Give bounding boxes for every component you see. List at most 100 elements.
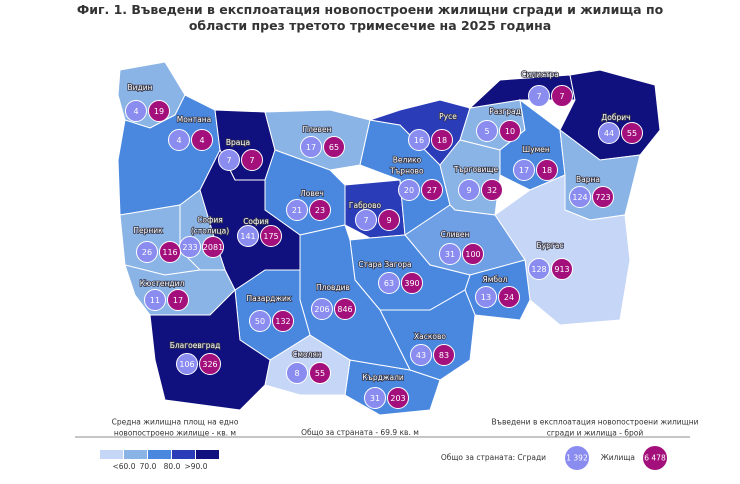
- value-circle: [433, 344, 455, 366]
- value-circle: [309, 362, 331, 384]
- value-circle: [199, 353, 221, 375]
- value-label: 132: [275, 317, 290, 326]
- region-name: Видин: [128, 83, 153, 92]
- value-circle: [398, 179, 420, 201]
- value-circle: [260, 225, 282, 247]
- value-circle: [191, 129, 213, 151]
- value-circle: [378, 209, 400, 231]
- value-label: 206: [314, 305, 329, 314]
- value-circle: [286, 362, 308, 384]
- region-name: Силистра: [521, 70, 559, 79]
- value-label: 4: [199, 136, 204, 145]
- value-circle: [431, 129, 453, 151]
- value-circle: [458, 179, 480, 201]
- value-circle: [498, 286, 520, 308]
- value-label: 116: [162, 248, 177, 257]
- region-name: Враца: [226, 138, 250, 147]
- value-circle: [237, 225, 259, 247]
- value-circle: [272, 310, 294, 332]
- value-circle: [410, 344, 432, 366]
- value-circle: [202, 236, 224, 258]
- value-label: 913: [554, 265, 569, 274]
- value-label: 55: [315, 369, 325, 378]
- value-circle: [300, 136, 322, 158]
- value-label: 4: [176, 136, 181, 145]
- value-circle: [551, 85, 573, 107]
- value-circle: [475, 286, 497, 308]
- region-name: Търговище: [453, 165, 499, 174]
- value-label: 128: [531, 265, 546, 274]
- value-circle: [364, 387, 386, 409]
- legend-swatch: [148, 450, 171, 459]
- figure-title: Фиг. 1. Въведени в експлоатация новопост…: [76, 2, 664, 33]
- total-circle: [565, 446, 589, 470]
- value-circle: [408, 129, 430, 151]
- value-circle: [311, 298, 333, 320]
- totals-title: Въведени в експлоатация новопостроени жи…: [492, 418, 699, 438]
- value-circle: [334, 298, 356, 320]
- value-label: 43: [416, 351, 426, 360]
- value-circle: [439, 243, 461, 265]
- value-label: 124: [572, 193, 587, 202]
- region-name: Пазарджик: [247, 294, 292, 303]
- region-name: Благоевград: [170, 341, 221, 350]
- region-name: Перник: [133, 226, 163, 235]
- region-name: Разград: [489, 107, 521, 116]
- region-name: Смолян: [292, 350, 322, 359]
- value-circle: [286, 199, 308, 221]
- value-circle: [144, 289, 166, 311]
- value-circle: [476, 120, 498, 142]
- value-circle: [355, 209, 377, 231]
- value-circle: [621, 122, 643, 144]
- region-name: Варна: [576, 175, 600, 184]
- value-label: 17: [306, 143, 316, 152]
- legend-swatch: [196, 450, 219, 459]
- value-label: 846: [337, 305, 352, 314]
- region-name: Кюстендил: [140, 279, 185, 288]
- region-name: Добрич: [601, 113, 630, 122]
- legend-label: >90.0: [185, 462, 208, 471]
- region-name: Стара Загора: [358, 260, 411, 269]
- value-label: 31: [445, 250, 455, 259]
- value-circle: [551, 258, 573, 280]
- value-label: 31: [370, 394, 380, 403]
- total-circle: [643, 446, 667, 470]
- value-circle: [167, 289, 189, 311]
- value-label: 5: [484, 127, 489, 136]
- value-label: 10: [505, 127, 515, 136]
- legend-title: Средна жилищна площ на едно новопостроено…: [112, 418, 239, 438]
- value-label: 63: [384, 279, 394, 288]
- value-circle: [309, 199, 331, 221]
- value-label: 100: [465, 250, 480, 259]
- value-label: 55: [627, 129, 637, 138]
- value-label: 27: [427, 186, 437, 195]
- value-circle: [249, 310, 271, 332]
- legend-label: <60.0: [113, 462, 136, 471]
- value-label: 326: [202, 360, 217, 369]
- totals-buildings-name: Сгради: [517, 453, 546, 462]
- value-label: 11: [150, 296, 160, 305]
- value-label: 44: [604, 129, 614, 138]
- value-label: 26: [142, 248, 152, 257]
- value-circle: [136, 241, 158, 263]
- value-circle: [569, 186, 591, 208]
- region-name: София: [243, 217, 269, 226]
- value-label: 23: [315, 206, 325, 215]
- value-circle: [528, 258, 550, 280]
- value-circle: [462, 243, 484, 265]
- value-label: 18: [437, 136, 447, 145]
- value-circle: [499, 120, 521, 142]
- value-label: 7: [363, 216, 368, 225]
- value-label: 50: [255, 317, 265, 326]
- region-name: Сливен: [441, 230, 470, 239]
- value-label: 18: [542, 166, 552, 175]
- value-label: 203: [390, 394, 405, 403]
- value-circle: [513, 159, 535, 181]
- legend-swatch: [124, 450, 147, 459]
- value-label: 32: [487, 186, 497, 195]
- value-label: 175: [263, 232, 278, 241]
- value-circle: [378, 272, 400, 294]
